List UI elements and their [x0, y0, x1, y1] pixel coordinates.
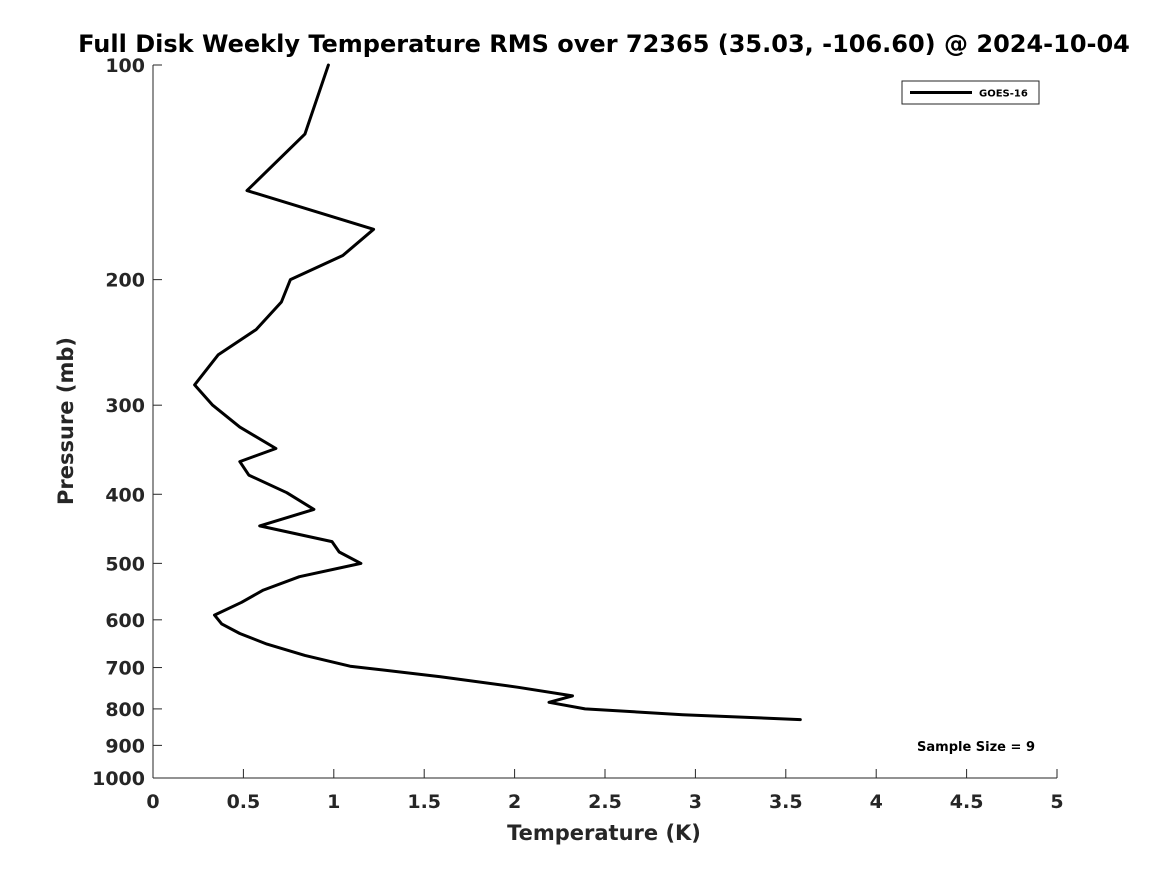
- x-tick-label: 2: [508, 791, 521, 813]
- x-tick-label: 4: [870, 791, 883, 813]
- x-tick-label: 3: [689, 791, 702, 813]
- chart-title: Full Disk Weekly Temperature RMS over 72…: [78, 30, 1130, 58]
- sample-size-annotation: Sample Size = 9: [917, 740, 1035, 755]
- x-tick-label: 3.5: [769, 791, 803, 813]
- series-line-goes-16: [193, 63, 802, 722]
- y-axis-label: Pressure (mb): [54, 337, 78, 505]
- x-tick-label: 5: [1050, 791, 1063, 813]
- y-tick-label: 700: [105, 658, 145, 680]
- x-tick-label: 1: [327, 791, 340, 813]
- x-tick-label: 0: [146, 791, 159, 813]
- x-axis-label: Temperature (K): [507, 821, 701, 845]
- x-tick-label: 2.5: [588, 791, 622, 813]
- y-tick-label: 600: [105, 610, 145, 632]
- plot-area: 0 0.5 1 1.5 2 2.5 3 3.5 4 4.5 5 100 200 300 400 500 600 7…: [92, 55, 1064, 813]
- legend: GOES-16: [901, 80, 1040, 105]
- y-tick-label: 800: [105, 699, 145, 721]
- y-tick-label: 1000: [92, 768, 145, 790]
- y-tick-label: 100: [105, 55, 145, 77]
- y-tick-label: 500: [105, 553, 145, 575]
- x-tick-label: 0.5: [227, 791, 261, 813]
- y-tick-label: 400: [105, 484, 145, 506]
- y-tick-label: 200: [105, 270, 145, 292]
- y-tick-label: 300: [105, 395, 145, 417]
- y-tick-label: 900: [105, 735, 145, 757]
- legend-entry-label: GOES-16: [979, 89, 1028, 100]
- x-tick-label: 4.5: [950, 791, 984, 813]
- x-tick-label: 1.5: [407, 791, 441, 813]
